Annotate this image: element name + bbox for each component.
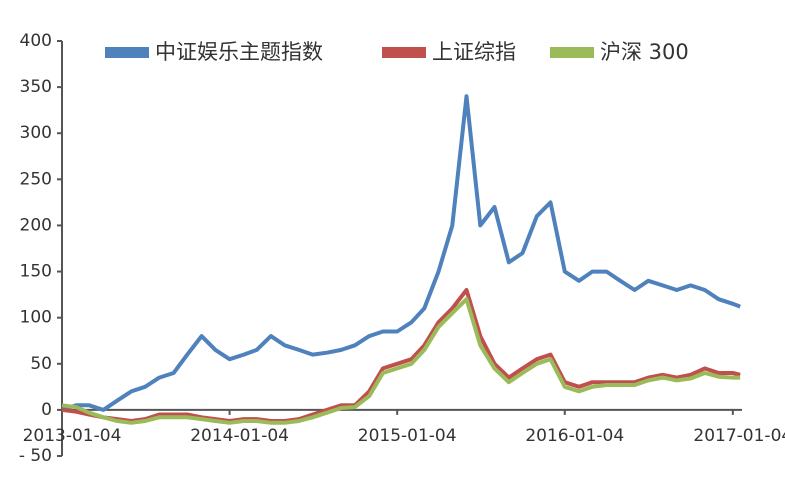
x-tick-label: 2013-01-04 [23, 426, 122, 446]
legend-label: 上证综指 [432, 40, 516, 64]
series-line [61, 94, 741, 412]
legend-swatch [550, 47, 594, 58]
x-tick-label: 2016-01-04 [525, 426, 624, 446]
legend-label: 沪深 300 [600, 40, 689, 64]
y-tick-label: - 50 [19, 446, 52, 466]
x-tick-label: 2015-01-04 [358, 426, 457, 446]
y-tick-label: 250 [20, 169, 52, 189]
y-tick-label: 0 [41, 400, 52, 420]
series-line [61, 297, 741, 425]
y-tick-label: 400 [20, 31, 52, 51]
y-tick-label: 50 [30, 354, 52, 374]
legend-swatch [105, 47, 149, 58]
x-tick-label: 2017-01-04 [693, 426, 785, 446]
y-tick-label: 300 [20, 123, 52, 143]
series-line [61, 288, 741, 423]
legend-swatch [382, 47, 426, 58]
x-tick-label: 2014-01-04 [190, 426, 289, 446]
legend-label: 中证娱乐主题指数 [155, 40, 323, 64]
y-tick-label: 350 [20, 77, 52, 97]
y-tick-label: 200 [20, 215, 52, 235]
y-tick-label: 150 [20, 262, 52, 282]
y-tick-label: 100 [20, 308, 52, 328]
